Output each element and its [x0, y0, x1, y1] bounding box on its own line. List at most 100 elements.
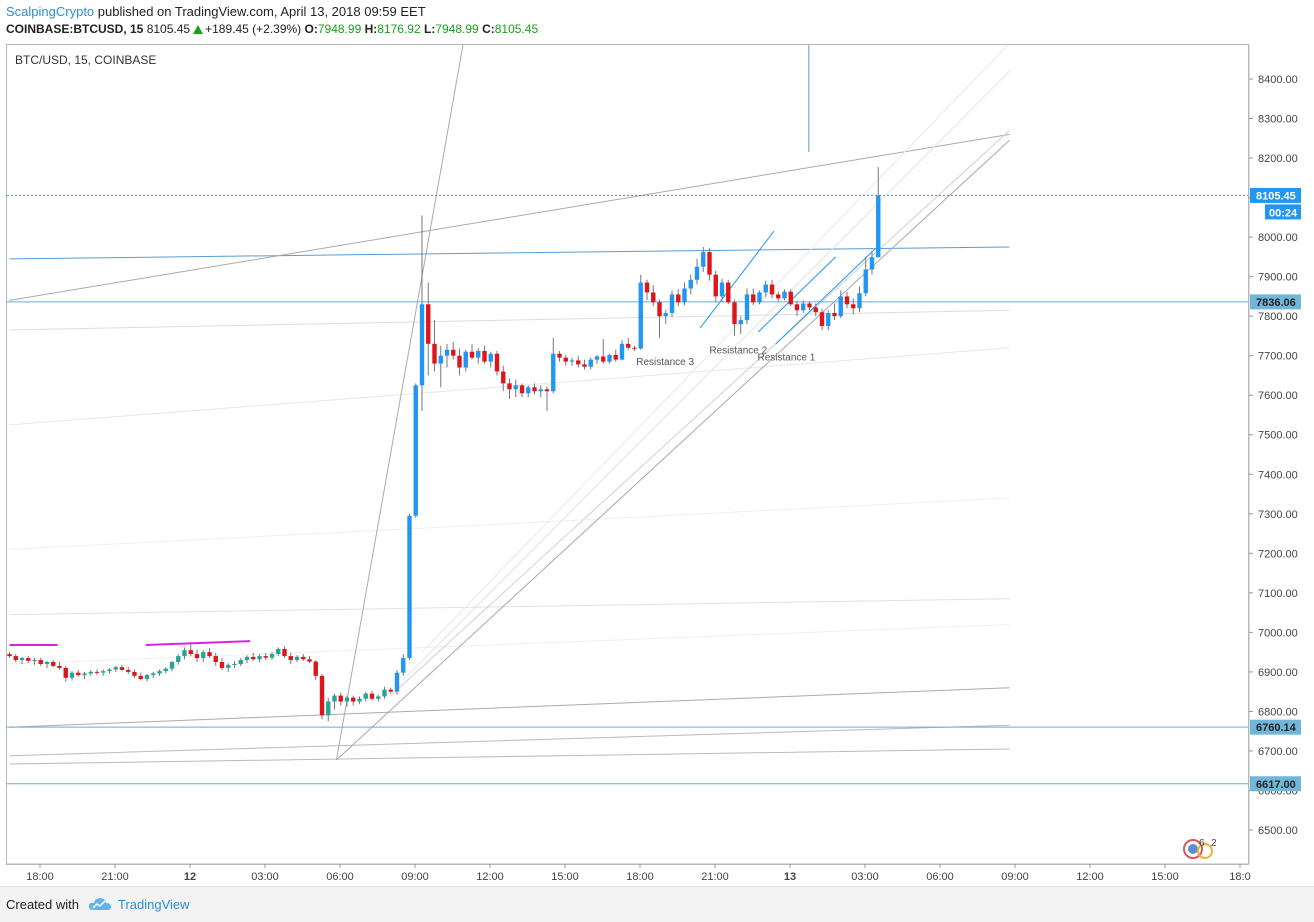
- candle-body: [69, 672, 75, 678]
- author-link[interactable]: ScalpingCrypto: [6, 4, 95, 19]
- candle-body: [688, 279, 693, 289]
- time-tick-label: 13: [784, 871, 796, 883]
- candle-body: [401, 658, 406, 673]
- candle-body: [457, 355, 462, 368]
- trend-line: [336, 139, 1010, 761]
- candle-body: [151, 673, 156, 676]
- candle-body: [807, 303, 812, 308]
- candle-body: [376, 696, 381, 699]
- price-label-text: 7836.06: [1256, 297, 1296, 309]
- candle-body: [732, 302, 737, 325]
- resistance-label: Resistance 1: [757, 352, 815, 363]
- trend-line: [9, 497, 1010, 550]
- candle-body: [182, 650, 187, 657]
- created-with-text: Created with: [6, 897, 79, 912]
- trend-line: [9, 724, 1010, 757]
- candle-body: [194, 654, 200, 659]
- candle-body: [638, 282, 643, 349]
- candle-body: [251, 656, 256, 660]
- candle-body: [694, 266, 700, 280]
- price-tick-label: 7600.00: [1258, 390, 1298, 402]
- tradingview-cloud-icon: [88, 898, 111, 910]
- resistance-label: Resistance 3: [636, 357, 694, 368]
- candle-body: [782, 291, 787, 299]
- price-tick-label: 8200.00: [1258, 153, 1298, 165]
- candle-body: [326, 701, 331, 716]
- candle-body: [107, 669, 112, 672]
- time-tick-label: 18:00: [626, 871, 654, 883]
- price-tick-label: 8300.00: [1258, 114, 1298, 126]
- trend-line: [402, 70, 1010, 681]
- candle-body: [26, 658, 31, 661]
- trend-line: [9, 133, 1010, 301]
- candle-body: [132, 671, 137, 676]
- up-arrow-icon: [193, 25, 204, 34]
- price-tick-label: 6700.00: [1258, 746, 1298, 758]
- candle-body: [369, 693, 375, 699]
- trend-line: [757, 256, 837, 333]
- candle-body: [657, 302, 662, 317]
- price-tick-label: 8000.00: [1258, 232, 1298, 244]
- candle-body: [319, 675, 325, 716]
- open-label: O:: [304, 22, 318, 36]
- price-label-box: [1250, 776, 1301, 792]
- trend-line: [775, 248, 876, 345]
- svg-text:2: 2: [1211, 838, 1217, 849]
- candle-body: [57, 665, 62, 668]
- countdown-text: 00:24: [1269, 207, 1298, 219]
- candle-body: [382, 689, 387, 697]
- candle-body: [144, 675, 150, 680]
- candle-body: [438, 355, 443, 364]
- candle-body: [557, 353, 562, 358]
- candle-body: [751, 294, 756, 303]
- trend-line: [390, 130, 1010, 696]
- price-tick-label: 7900.00: [1258, 272, 1298, 284]
- price-tick-label: 7200.00: [1258, 548, 1298, 560]
- candle-body: [301, 656, 306, 660]
- published-text: published on TradingView.com, April 13, …: [97, 4, 426, 19]
- time-tick-label: 21:00: [101, 871, 129, 883]
- candle-body: [719, 282, 725, 297]
- candle-body: [613, 354, 618, 360]
- candle-body: [469, 351, 475, 358]
- time-tick-label: 03:00: [251, 871, 279, 883]
- candle-body: [844, 296, 850, 305]
- trend-line: [9, 748, 1010, 765]
- candle-body: [94, 671, 100, 673]
- candle-body: [407, 515, 412, 659]
- candle-body: [126, 669, 131, 672]
- candle-body: [488, 353, 493, 362]
- price-label-text: 8105.45: [1256, 190, 1296, 202]
- candle-body: [313, 661, 318, 676]
- candle-body: [776, 294, 781, 299]
- price-change: +189.45 (+2.39%): [205, 22, 302, 36]
- candle-body: [351, 697, 356, 702]
- candle-body: [232, 663, 237, 665]
- candle-body: [207, 652, 212, 657]
- candle-body: [288, 656, 293, 661]
- candle-body: [701, 252, 706, 267]
- candle-body: [307, 659, 312, 662]
- candle-body: [88, 671, 93, 674]
- tradingview-link[interactable]: TradingView: [118, 897, 190, 912]
- candle-body: [163, 668, 168, 672]
- candle-body: [819, 312, 825, 327]
- candle-body: [338, 695, 343, 702]
- candle-body: [663, 312, 668, 317]
- candle-body: [632, 347, 637, 349]
- candle-body: [101, 671, 106, 673]
- publish-header: ScalpingCrypto published on TradingView.…: [0, 0, 1314, 44]
- candle-body: [713, 274, 718, 297]
- candle-body: [7, 654, 12, 657]
- candle-body: [282, 648, 287, 657]
- price-tick-label: 7100.00: [1258, 588, 1298, 600]
- candle-body: [626, 343, 631, 348]
- high-label: H:: [364, 22, 378, 36]
- candle-body: [444, 349, 450, 356]
- price-tick-label: 7800.00: [1258, 311, 1298, 323]
- price-label-text: 6617.00: [1256, 779, 1296, 791]
- candle-body: [201, 652, 206, 659]
- candle-body: [857, 293, 862, 309]
- candle-body: [494, 353, 500, 372]
